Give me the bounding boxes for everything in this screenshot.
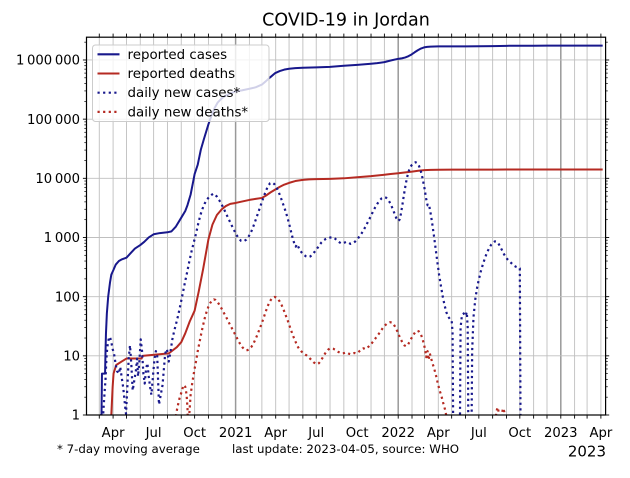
tick-labels: Apr Jul Oct 2021 Apr Jul Oct 2022 Apr Jul Oct 2023 A… [16, 54, 613, 441]
x-tick-label: Apr [589, 426, 612, 441]
x-tick-label: Jul [470, 426, 487, 441]
x-tick-label: Apr [264, 426, 287, 441]
legend: reported cases reported deaths daily new… [92, 44, 270, 122]
y-tick-label: 10 000 [35, 172, 80, 187]
x-tick-label: Apr [102, 426, 125, 441]
series-daily-new-cases-line [102, 161, 522, 415]
x-axis-year-offset-label: 2023 [568, 443, 606, 461]
x-tick-label: 2021 [219, 426, 253, 441]
x-tick-label: 2023 [544, 426, 578, 441]
x-tick-label: Oct [508, 426, 531, 441]
y-tick-label: 1 000 [44, 231, 80, 246]
legend-label-daily-new-cases: daily new cases* [128, 86, 241, 101]
y-tick-label: 1 000 000 [16, 54, 80, 69]
legend-label-reported-deaths: reported deaths [128, 67, 236, 82]
y-tick-label: 100 000 [27, 113, 80, 128]
plot-border [85, 36, 607, 416]
x-tick-label: 2022 [381, 426, 415, 441]
legend-label-reported-cases: reported cases [128, 48, 228, 63]
legend-box [92, 44, 270, 122]
x-tick-label: Jul [307, 426, 324, 441]
chart-title: COVID-19 in Jordan [262, 11, 430, 31]
x-tick-label: Jul [145, 426, 162, 441]
x-tick-label: Apr [427, 426, 450, 441]
footnote-last-update: last update: 2023-04-05, source: WHO [232, 442, 459, 456]
y-tick-label: 10 [63, 349, 80, 364]
y-tick-label: 1 [72, 409, 80, 424]
axes [82, 33, 610, 419]
footnote-moving-average: * 7-day moving average [57, 442, 200, 456]
legend-label-daily-new-deaths: daily new deaths* [128, 105, 249, 120]
series-daily-new-deaths-line [174, 295, 506, 415]
x-tick-label: Oct [346, 426, 369, 441]
x-tick-label: Oct [183, 426, 206, 441]
y-tick-label: 100 [55, 290, 80, 305]
